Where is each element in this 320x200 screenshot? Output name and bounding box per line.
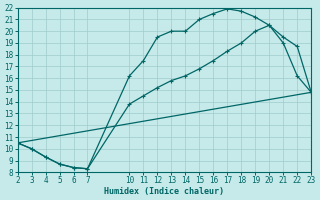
X-axis label: Humidex (Indice chaleur): Humidex (Indice chaleur) [104,187,224,196]
